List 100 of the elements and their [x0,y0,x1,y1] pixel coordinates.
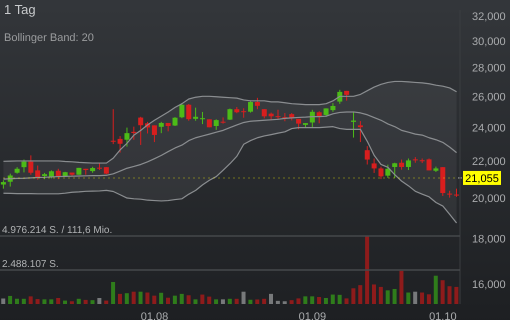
bar [200,294,204,304]
bar [310,296,314,304]
bar [351,288,356,304]
bar [344,298,349,304]
candlestick [378,166,384,180]
bar [392,288,397,304]
candlestick [118,136,123,154]
bar [186,295,191,304]
bar [420,292,424,304]
bar [365,236,370,304]
bar [76,298,81,304]
candlestick [138,116,144,146]
bar [97,298,102,304]
bar [406,292,410,304]
candlestick [399,159,404,170]
candlestick [179,102,184,119]
bar [104,300,108,304]
candlestick [276,109,280,120]
bar [434,276,438,304]
candlestick [392,162,398,178]
bar [255,299,260,304]
y-tick-label: 30,000 [472,36,506,48]
bar [111,282,116,304]
candlestick [152,124,157,143]
candlestick [248,100,254,114]
bar [172,296,177,304]
y-tick-label: 32,000 [472,11,506,23]
bar [207,296,212,304]
candlestick [110,108,116,145]
bar [166,298,170,304]
candlestick [200,111,205,125]
chart-title: 1 Tag [4,2,36,17]
bar [214,299,218,304]
bar [159,292,164,304]
bar [90,300,94,304]
bar [399,270,404,304]
bar [63,300,68,304]
bar [49,299,54,304]
bar [228,298,232,304]
bar [220,299,225,304]
candlestick [158,121,164,134]
bar [70,301,74,304]
bar [248,300,252,304]
bar [1,298,6,304]
bar [372,284,376,304]
bar [448,286,452,304]
bar [36,299,40,304]
annotation: Bollinger Band: 20 [4,32,94,44]
candlestick [124,127,130,148]
bar [426,294,431,304]
bar [242,292,246,304]
bar [42,299,46,304]
bar [296,298,300,304]
bar [330,294,335,304]
y-tick-label: 16,000 [472,279,506,292]
bar [282,301,287,304]
bar [180,294,184,304]
bar [145,292,150,304]
bar [386,290,390,304]
ref-line-label: 4.976.214 S. / 111,6 Mio. [2,225,112,236]
bar [290,300,294,304]
candlestick [186,103,192,122]
line-series [2,126,458,224]
ref-line-label: 21,055 [465,172,499,185]
candlestick [193,107,198,122]
candlestick [214,118,219,130]
bar [138,292,143,304]
bar [28,296,33,304]
bar [262,298,266,304]
bar [303,296,308,304]
bar [317,297,322,304]
x-tick-label: 01.10 [429,310,457,320]
candlestick [454,188,460,198]
y-tick-label: 24,000 [472,122,506,134]
candlestick [364,146,370,165]
bar [56,298,60,304]
bar [324,298,328,304]
bar [193,299,198,304]
y-tick-label: 28,000 [472,62,506,75]
bar [22,298,26,304]
candlestick [406,158,411,171]
candlestick [372,158,377,174]
bar [268,294,273,304]
bar [440,280,445,304]
bar [118,294,122,304]
bar [8,296,12,304]
bar [454,286,458,304]
y-tick-label: 18,000 [472,234,506,246]
bar [132,292,136,304]
x-tick-label: 01.09 [298,310,326,320]
candlestick [254,97,260,110]
bar [413,292,418,304]
bar [276,300,280,304]
bar [124,293,129,304]
y-tick-label: 26,000 [472,91,506,104]
y-tick-label: 22,000 [472,156,506,168]
candlestick [385,164,390,178]
bar [378,286,383,304]
ref-line-label: 2.488.107 S. [2,259,59,270]
bar [234,298,239,304]
